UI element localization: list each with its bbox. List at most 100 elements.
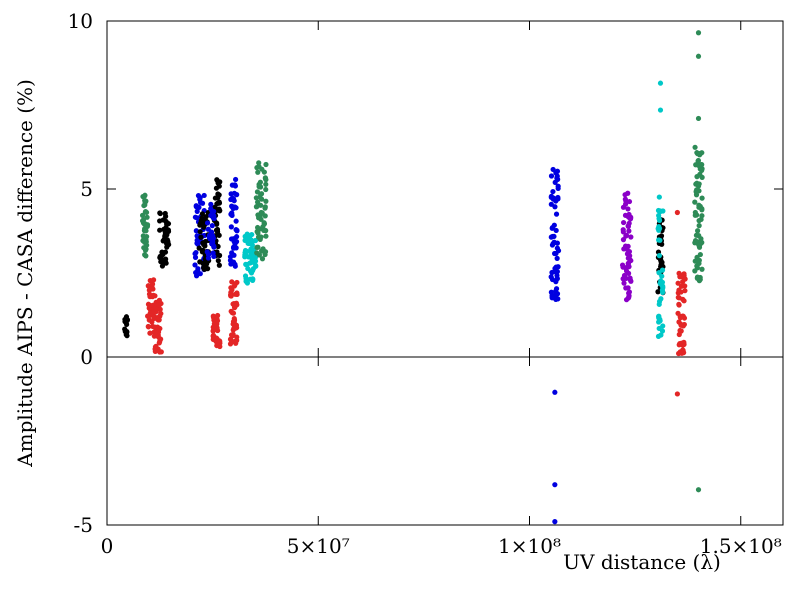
data-point [228, 224, 234, 230]
data-point [217, 208, 223, 214]
data-points [122, 30, 705, 525]
data-point [247, 260, 253, 266]
data-point [242, 233, 248, 240]
data-point [210, 233, 216, 239]
data-point [199, 249, 205, 255]
data-point [674, 209, 680, 216]
data-point [627, 216, 634, 222]
data-point [248, 237, 254, 243]
data-point [229, 250, 235, 256]
data-point [656, 217, 663, 223]
data-point [143, 253, 149, 259]
y-tick-label: 10 [68, 9, 93, 33]
y-tick-label: 0 [80, 345, 93, 369]
data-point [234, 337, 240, 343]
data-point [656, 194, 662, 200]
data-point [657, 208, 663, 214]
data-point [160, 217, 166, 223]
data-point [253, 195, 259, 201]
data-point [555, 185, 561, 192]
data-point [249, 231, 255, 238]
data-point [229, 279, 235, 285]
data-point [552, 482, 558, 488]
data-point [658, 278, 664, 284]
data-point [655, 226, 661, 232]
data-point [660, 289, 666, 296]
data-point [682, 276, 688, 282]
data-point [232, 261, 238, 268]
data-point [261, 227, 267, 233]
data-point [674, 391, 680, 397]
data-point [204, 259, 210, 265]
data-point [233, 218, 239, 224]
data-point [231, 319, 237, 325]
data-point [159, 249, 165, 255]
data-point [229, 210, 235, 216]
data-point [621, 280, 627, 286]
data-point [628, 234, 634, 240]
data-point [165, 228, 172, 235]
data-point [679, 350, 685, 356]
data-point [146, 291, 153, 297]
data-point [549, 233, 556, 240]
data-point [140, 238, 146, 244]
data-point [165, 240, 171, 246]
data-point [622, 201, 629, 207]
data-point [140, 193, 146, 200]
data-point [677, 274, 683, 280]
data-point [255, 230, 261, 236]
data-point [696, 162, 702, 169]
data-point [234, 228, 240, 234]
data-point [258, 191, 265, 197]
data-point [192, 254, 199, 260]
data-point [554, 272, 560, 279]
data-point [157, 210, 163, 217]
data-point [158, 259, 164, 265]
data-point [625, 206, 631, 212]
data-point [623, 268, 630, 274]
data-point [210, 332, 217, 338]
data-point [162, 233, 168, 239]
data-point [658, 332, 664, 338]
data-point [162, 210, 168, 217]
data-point [232, 182, 238, 188]
data-point [550, 195, 556, 201]
data-point [256, 215, 262, 221]
data-point [548, 201, 554, 207]
data-point [263, 186, 269, 193]
data-point [164, 221, 170, 228]
data-point [656, 253, 662, 259]
data-point [250, 276, 256, 282]
data-point [694, 174, 700, 180]
data-point [695, 30, 702, 36]
data-point [157, 227, 163, 233]
data-point [254, 199, 261, 205]
data-point [254, 244, 260, 250]
data-point [214, 226, 221, 233]
data-point [699, 174, 705, 180]
data-point [655, 289, 661, 295]
data-point [659, 273, 665, 279]
data-point [230, 310, 237, 316]
data-point [695, 487, 702, 493]
data-point [258, 209, 264, 216]
data-point [142, 209, 148, 215]
data-point [254, 189, 261, 195]
data-point [554, 255, 560, 261]
data-point [657, 80, 664, 86]
x-axis-label: UV distance (λ) [563, 550, 721, 574]
data-point [209, 213, 215, 219]
data-point [681, 339, 687, 345]
data-point [204, 220, 211, 226]
data-point [552, 179, 558, 185]
data-point [210, 250, 216, 256]
data-point [680, 313, 686, 319]
data-point [692, 212, 698, 218]
data-point [621, 272, 628, 279]
data-point [656, 212, 662, 219]
data-point [550, 188, 556, 195]
data-point [202, 238, 209, 245]
data-point [658, 259, 664, 265]
data-point [659, 328, 666, 334]
data-point [552, 389, 558, 395]
